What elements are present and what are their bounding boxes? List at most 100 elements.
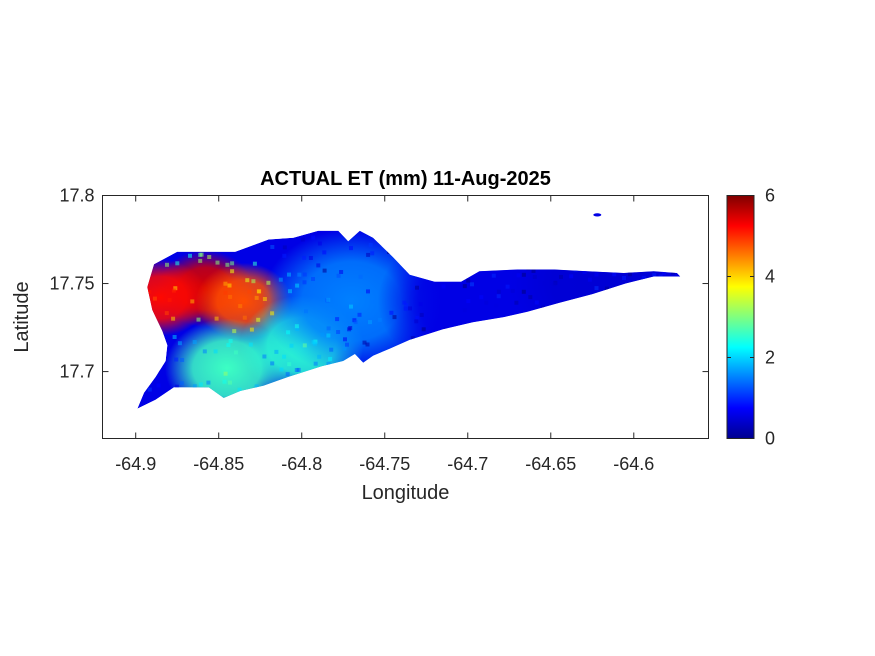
raster-pixel	[675, 232, 680, 237]
raster-pixel	[251, 279, 256, 284]
raster-pixel	[496, 294, 501, 299]
raster-pixel	[411, 368, 416, 373]
raster-pixel	[167, 298, 172, 302]
raster-pixel	[278, 277, 283, 282]
raster-pixel	[300, 237, 305, 242]
raster-pixel	[618, 307, 623, 312]
raster-pixel	[127, 234, 131, 238]
raster-pixel	[611, 352, 616, 357]
raster-pixel	[287, 272, 291, 277]
raster-pixel	[637, 230, 642, 234]
raster-pixel	[569, 274, 574, 279]
raster-pixel	[500, 319, 505, 324]
raster-pixel	[579, 300, 584, 305]
raster-pixel	[521, 289, 526, 294]
raster-pixel	[291, 199, 295, 203]
raster-pixel	[681, 421, 685, 425]
raster-pixel	[537, 372, 542, 377]
raster-pixel	[196, 317, 201, 322]
raster-pixel	[242, 315, 247, 320]
raster-pixel	[365, 427, 369, 431]
raster-pixel	[143, 234, 148, 239]
raster-pixel	[282, 245, 287, 250]
raster-pixel	[615, 221, 619, 225]
raster-pixel	[394, 383, 398, 388]
raster-pixel	[474, 204, 478, 208]
raster-pixel	[461, 405, 466, 409]
raster-pixel	[612, 371, 617, 376]
raster-pixel	[125, 406, 129, 410]
raster-pixel	[696, 411, 700, 415]
raster-pixel	[326, 297, 331, 302]
raster-pixel	[519, 222, 523, 226]
raster-pixel	[212, 212, 216, 216]
raster-pixel	[225, 431, 229, 435]
raster-pixel	[373, 361, 378, 366]
raster-pixel	[531, 200, 535, 204]
raster-pixel	[492, 334, 497, 339]
raster-pixel	[361, 391, 366, 396]
raster-pixel	[313, 361, 318, 366]
raster-pixel	[676, 268, 681, 273]
raster-pixel	[644, 394, 649, 399]
raster-pixel	[652, 230, 657, 234]
raster-pixel	[147, 387, 152, 392]
raster-pixel	[352, 419, 356, 423]
raster-pixel	[254, 384, 259, 389]
map-plot-area	[104, 199, 700, 435]
raster-pixel	[373, 398, 378, 403]
raster-pixel	[294, 324, 299, 329]
raster-pixel	[336, 330, 341, 334]
raster-pixel	[225, 262, 230, 267]
raster-pixel	[429, 407, 433, 409]
raster-pixel	[304, 309, 308, 314]
raster-pixel	[599, 415, 603, 419]
raster-pixel	[289, 343, 294, 348]
raster-pixel	[156, 383, 161, 388]
raster-pixel	[215, 260, 220, 265]
raster-pixel	[393, 404, 398, 409]
raster-pixel	[696, 348, 700, 352]
raster-pixel	[228, 380, 232, 385]
raster-pixel	[137, 373, 138, 378]
raster-pixel	[516, 273, 521, 278]
raster-pixel	[670, 277, 675, 282]
raster-pixel	[351, 199, 355, 203]
x-tick-label: -64.85	[193, 454, 244, 474]
raster-pixel	[414, 319, 419, 324]
raster-pixel	[466, 278, 471, 283]
raster-pixel	[295, 283, 300, 288]
raster-pixel	[484, 241, 488, 245]
raster-pixel	[634, 410, 638, 414]
raster-pixel	[647, 392, 652, 397]
raster-pixel	[658, 274, 663, 279]
raster-pixel	[692, 259, 696, 263]
raster-pixel	[576, 423, 580, 427]
raster-pixel	[190, 218, 194, 222]
raster-pixel	[532, 275, 537, 279]
raster-pixel	[533, 241, 538, 246]
raster-pixel	[543, 243, 548, 248]
raster-pixel	[242, 242, 246, 247]
raster-pixel	[432, 344, 437, 349]
et-hotspot	[510, 230, 681, 356]
raster-pixel	[567, 420, 571, 424]
raster-pixel	[695, 233, 699, 237]
raster-pixel	[588, 317, 593, 322]
raster-pixel	[694, 364, 698, 368]
raster-pixel	[279, 419, 283, 423]
raster-pixel	[441, 400, 446, 404]
raster-pixel	[596, 426, 600, 430]
raster-pixel	[104, 306, 108, 310]
raster-pixel	[479, 295, 484, 300]
raster-pixel	[430, 239, 435, 244]
chart-title: ACTUAL ET (mm) 11-Aug-2025	[260, 168, 551, 190]
raster-pixel	[214, 234, 219, 239]
raster-pixel	[428, 267, 433, 271]
raster-pixel	[682, 415, 686, 419]
raster-pixel	[611, 313, 616, 318]
raster-pixel	[256, 224, 260, 228]
x-tick-label: -64.75	[359, 454, 410, 474]
raster-pixel	[286, 330, 291, 335]
raster-pixel	[199, 252, 204, 257]
